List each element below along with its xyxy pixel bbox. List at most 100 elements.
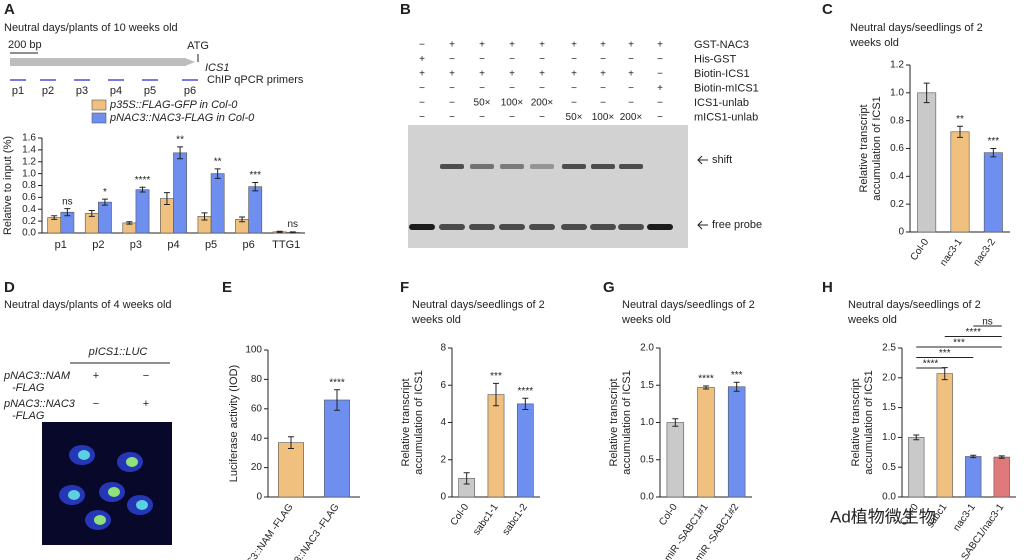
chart-title: weeks old [847,314,897,326]
y-axis-label: Relative transcript [858,104,870,192]
gel-lane-mark: + [600,69,606,80]
bar [98,201,112,234]
y-tick-label: 0.0 [640,492,654,503]
error-bar [177,146,184,160]
primer-caption: ChIP qPCR primers [207,74,304,86]
y-tick-label: 1.0 [640,417,654,428]
gel-lane-mark: − [571,83,577,94]
panel-letter: A [4,1,15,18]
gel-lane-mark: − [449,112,455,123]
y-tick-label: 60 [251,403,263,414]
chart-title: Neutral days/seedlings of 2 [622,299,755,311]
bar [210,173,225,234]
y-axis-label: accumulation of ICS1 [413,370,425,475]
panel-letter: C [822,1,833,18]
y-tick-label: 0.4 [22,204,36,215]
legend-label: p35S::FLAG-GFP in Col-0 [109,99,238,111]
band-label: shift [712,154,732,166]
row-label: pNAC3::NAC3 [3,398,76,410]
watermark: Ad植物微生物 [830,507,936,526]
gel-lane-mark: + [628,40,634,51]
chart-title: Neutral days/seedlings of 2 [850,22,983,34]
y-tick-label: 1.6 [22,133,36,144]
row-label: -FLAG [12,410,45,422]
chart-title: Neutral days/seedlings of 2 [848,299,981,311]
primer-label: p4 [110,85,122,97]
y-axis-label: Luciferase activity (IOD) [228,365,240,482]
gel-lane-mark: − [600,83,606,94]
y-axis-label: Relative transcript [608,378,620,466]
significance: ns [288,219,299,230]
row-mark: − [93,398,99,410]
gel-lane-mark: + [571,40,577,51]
gel-lane-mark: − [539,83,545,94]
gel-lane-mark: + [600,40,606,51]
gel-lane-mark: − [539,112,545,123]
significance: ** [214,157,222,168]
y-tick-label: 0.6 [22,192,36,203]
panel-letter: F [400,279,409,296]
shift-band [470,164,494,169]
y-axis-label: Relative to input (%) [2,136,14,235]
significance: **** [698,374,714,385]
gel-lane-mark: − [628,54,634,65]
gel-lane-mark: − [657,112,663,123]
gel-lane-mark: 50× [474,98,491,109]
y-tick-label: 2.0 [640,343,654,354]
error-bar [139,186,146,193]
error-bar [733,381,740,392]
free-probe-band [561,224,587,230]
error-bar [239,216,246,223]
y-tick-label: 1.5 [640,380,654,391]
chart-title: Neutral days/seedlings of 2 [412,299,545,311]
gel-lane-mark: − [628,83,634,94]
error-bar [126,221,133,225]
bar [908,437,925,498]
chart-title: weeks old [621,314,671,326]
free-probe-band [647,224,673,230]
gel-lane-mark: + [657,83,663,94]
y-tick-label: 20 [251,462,263,473]
gel-lane-mark: + [449,40,455,51]
legend-label: pNAC3::NAC3-FLAG in Col-0 [109,112,255,124]
comparison-label: *** [939,348,951,359]
gel-lane-mark: − [449,54,455,65]
y-tick-label: 1.2 [22,156,36,167]
gel-lane-mark: 50× [566,112,583,123]
gel-lane-mark: 100× [592,112,615,123]
y-axis-label: accumulation of ICS1 [871,96,883,201]
luc-signal [136,500,148,510]
error-bar [522,397,529,410]
significance: ** [956,114,964,125]
y-tick-label: 0.0 [22,228,36,239]
error-bar [703,385,709,390]
gel-lane-mark: − [509,112,515,123]
gel-lane-mark: − [628,98,634,109]
panel-letter: D [4,279,15,296]
row-mark: − [143,370,149,382]
y-tick-label: 0.2 [890,199,904,210]
error-bar [970,454,977,459]
free-probe-band [469,224,495,230]
bar [516,403,534,498]
y-tick-label: 6 [440,380,446,391]
comparison-label: **** [965,327,981,338]
shift-band [500,164,524,169]
arrow [697,155,708,165]
gel-lane-mark: − [657,98,663,109]
y-tick-label: 1.5 [882,402,896,413]
y-tick-label: 1.2 [890,60,904,71]
gel-lane-mark: − [419,112,425,123]
error-bar [672,418,679,427]
chart-title: Neutral days/plants of 10 weeks old [4,22,178,34]
chart-title: weeks old [411,314,461,326]
y-tick-label: 4 [440,417,446,428]
error-bar [288,436,294,449]
y-tick-label: 0.0 [882,492,896,503]
gel-lane-mark: − [600,54,606,65]
gene-label: ICS1 [205,62,229,74]
gel-lane-mark: + [449,69,455,80]
x-tick-label: p6 [243,239,255,251]
bar [965,456,982,498]
y-tick-label: 80 [251,374,263,385]
